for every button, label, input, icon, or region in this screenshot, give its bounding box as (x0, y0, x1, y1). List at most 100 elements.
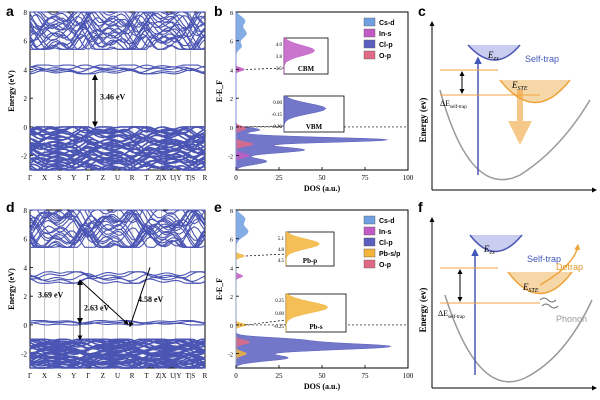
band-line (29, 134, 206, 147)
legend-label: In-s (379, 31, 392, 38)
y-tick-label: 8 (230, 11, 233, 17)
band-line (29, 64, 206, 70)
band-line (29, 66, 206, 74)
inset-label: CBM (298, 65, 315, 73)
band-line (30, 33, 206, 50)
kpoint-tick-label: X (42, 174, 47, 182)
band-line (29, 271, 206, 280)
band-line (29, 209, 205, 227)
band-line (29, 126, 206, 134)
exciton-well-f (469, 234, 523, 253)
band-line (29, 154, 206, 167)
band-line (29, 11, 205, 29)
self-trap-label: Self-trap (525, 54, 559, 64)
inset-tick-label: -0.30 (272, 125, 283, 130)
band-line (29, 209, 206, 231)
x-tick-label: 100 (403, 174, 414, 182)
kpoint-tick-label: U|Y (170, 174, 182, 182)
legend-swatch (363, 50, 376, 60)
kpoint-tick-label: T|S (186, 372, 196, 380)
legend-swatch (363, 215, 376, 225)
band-line (29, 209, 205, 229)
legend-label: Cs-d (379, 218, 395, 225)
dos-panel-b: 0 25 50 75 100 8 6 4 2 0 -2 DOS (a.u.) E-E_F Cs-d In-s… (215, 11, 414, 193)
y-tick-label: 6 (24, 38, 28, 46)
e-ex-label: Eex (487, 50, 499, 62)
y-tick-label: 0 (230, 126, 233, 132)
panel-label-e: e (214, 199, 222, 215)
kpoint-tick-label: R (203, 174, 208, 182)
ground-state-curve (439, 89, 591, 181)
gap-label: 4.58 eV (138, 295, 164, 304)
gap-label: 3.46 eV (100, 93, 126, 102)
band-line (29, 18, 206, 45)
y-axis-label: E-E_F (215, 80, 224, 102)
y-tick-label: 0 (24, 124, 28, 132)
band-line (29, 126, 205, 135)
y-tick-label: -2 (21, 351, 27, 359)
x-tick-label: 50 (319, 174, 327, 182)
kpoint-tick-label: U (115, 372, 120, 380)
band-line (29, 11, 205, 31)
legend-swatch (363, 237, 376, 247)
y-tick-label: 4 (24, 264, 28, 272)
x-tick-label: 0 (234, 372, 238, 380)
inset-label: VBM (306, 123, 323, 131)
y-tick-label: 4 (230, 68, 233, 74)
kpoint-tick-label: U (115, 174, 120, 182)
inset-label: Pb-s (309, 323, 323, 331)
band-line (29, 136, 206, 149)
y-tick-label: 6 (24, 236, 28, 244)
kpoint-tick-label: Γ (28, 174, 32, 182)
legend-label: In-s (379, 229, 392, 236)
kpoint-tick-label: R (203, 372, 208, 380)
inset-connector (245, 319, 287, 326)
delta-label-f: ΔEself-trap (438, 309, 465, 320)
exciton-well (467, 44, 521, 61)
y-tick-label: 8 (24, 9, 28, 17)
y-axis-label: E-E_F (215, 278, 224, 300)
kpoint-tick-label: Γ (28, 372, 32, 380)
band-line (29, 275, 206, 284)
phonon-wave-icon (541, 303, 559, 309)
self-trap-label-f: Self-trap (527, 254, 561, 264)
y-tick-label: -2 (21, 153, 27, 161)
detrap-arrow (539, 243, 581, 286)
kpoint-tick-label: Z|X (156, 372, 167, 380)
band-line (29, 357, 205, 366)
band-line (29, 340, 206, 349)
kpoint-tick-label: Z|X (156, 174, 167, 182)
y-tick-label: 6 (230, 40, 233, 46)
band-line (29, 129, 206, 141)
kpoint-tick-label: Y (71, 372, 76, 380)
band-line (30, 338, 206, 344)
band-line (30, 11, 206, 34)
kpoint-tick-label: Γ (86, 174, 90, 182)
inset-tick-label: 4.8 (278, 248, 285, 253)
y-tick-label: 8 (230, 209, 233, 215)
schematic-c: c Energy (ev) Eex ESTE ΔEself-trap Self-… (418, 3, 597, 193)
y-tick-label: -2 (228, 353, 233, 359)
band-line (29, 320, 206, 325)
band-line (29, 212, 206, 240)
band-line (29, 271, 205, 278)
x-axis-label: DOS (a.u.) (304, 184, 341, 193)
legend-swatch (363, 259, 376, 269)
x-tick-label: 75 (362, 372, 370, 380)
inset-tick-label: -0.15 (272, 113, 283, 118)
inset-tick-label: -0.25 (274, 325, 285, 330)
dos-curve (235, 11, 247, 170)
inset-tick-label: 4.5 (278, 259, 285, 264)
kpoint-tick-label: T|S (186, 174, 196, 182)
gap-arrow (79, 280, 129, 325)
band-line (29, 126, 205, 136)
detrap-label: Detrap (556, 262, 583, 272)
schematic-f: f Energy (ev) Eex ESTE ΔEself-trap Self-… (418, 199, 597, 391)
gap-label: 3.69 eV (38, 291, 64, 300)
panel-label-f: f (418, 199, 423, 215)
inset-curve (283, 37, 316, 74)
legend-label: Cs-d (379, 20, 395, 27)
band-line (29, 348, 206, 357)
legend-label: O-p (379, 53, 391, 60)
